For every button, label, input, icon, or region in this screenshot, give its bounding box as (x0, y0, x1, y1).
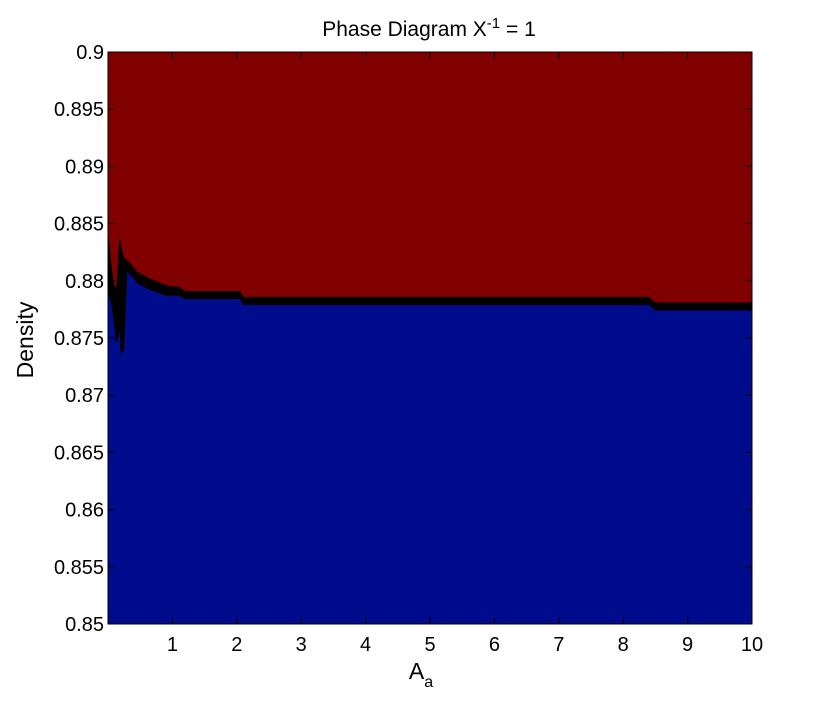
chart-title: Phase Diagram X-1 = 1 (322, 15, 536, 41)
x-tick-label: 8 (618, 634, 629, 656)
y-tick-label: 0.865 (54, 442, 104, 464)
y-tick-label: 0.89 (65, 156, 104, 178)
x-axis: 1 2 3 4 5 6 7 8 9 10 (167, 52, 763, 656)
x-tick-label: 4 (360, 634, 371, 656)
x-tick-label: 6 (489, 634, 500, 656)
x-tick-label: 9 (682, 634, 693, 656)
chart-title-main: Phase Diagram X (322, 18, 487, 41)
x-tick-label: 5 (424, 634, 435, 656)
x-axis-label-subscript: a (424, 674, 433, 691)
y-tick-label: 0.885 (54, 214, 104, 236)
y-axis-label: Density (12, 301, 38, 378)
y-tick-label: 0.875 (54, 328, 104, 350)
y-tick-label: 0.85 (65, 614, 104, 636)
y-tick-label: 0.9 (76, 42, 104, 64)
y-tick-label: 0.87 (65, 385, 104, 407)
plot-area (107, 51, 753, 625)
x-axis-label: Aa (409, 658, 433, 691)
y-axis: 0.85 0.855 0.86 0.865 0.87 0.875 0.88 0.885 0.89… (54, 42, 752, 636)
lower-phase-region (108, 271, 752, 624)
y-tick-label: 0.895 (54, 99, 104, 121)
phase-boundary (108, 229, 752, 356)
x-tick-label: 2 (231, 634, 242, 656)
x-tick-label: 3 (296, 634, 307, 656)
y-tick-label: 0.855 (54, 557, 104, 579)
x-tick-label: 10 (741, 634, 763, 656)
y-tick-label: 0.88 (65, 271, 104, 293)
chart-title-suffix: = 1 (500, 18, 536, 41)
chart-title-superscript: -1 (487, 15, 500, 32)
x-axis-label-main: A (409, 658, 425, 684)
x-tick-label: 7 (553, 634, 564, 656)
y-tick-label: 0.86 (65, 500, 104, 522)
x-tick-label: 1 (167, 634, 178, 656)
